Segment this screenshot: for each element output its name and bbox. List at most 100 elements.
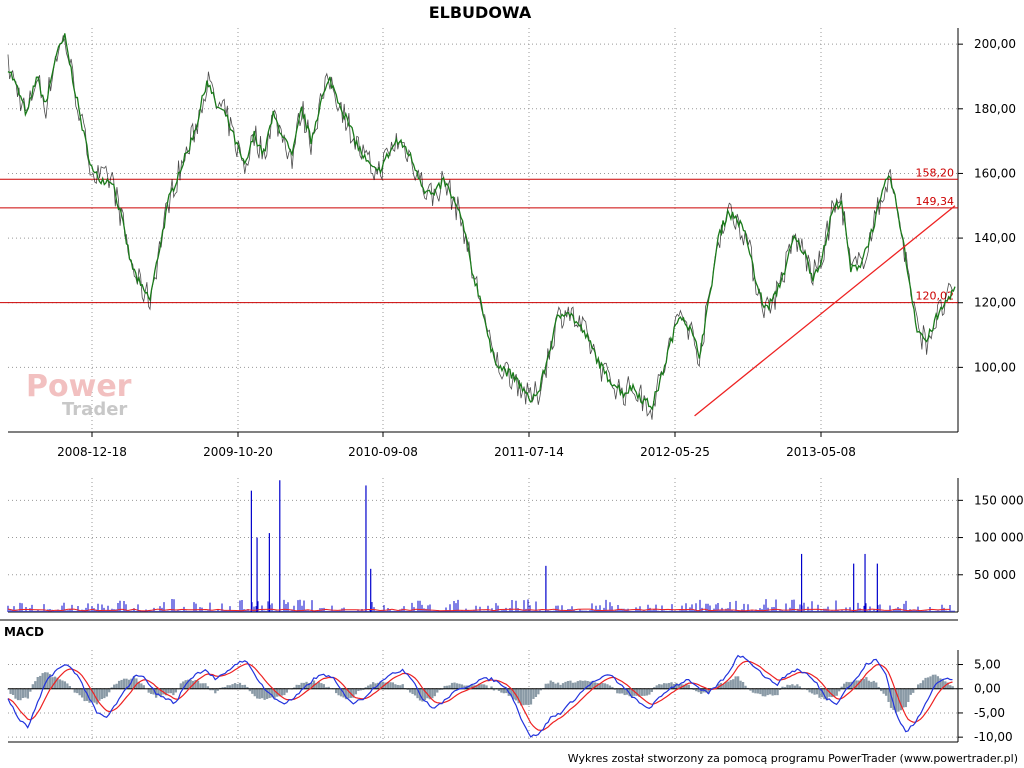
- macd-histogram-bar: [411, 688, 414, 695]
- macd-histogram-bar: [835, 688, 838, 696]
- macd-histogram-bar: [150, 688, 153, 694]
- macd-histogram-bar: [616, 688, 619, 694]
- macd-histogram-bar: [270, 688, 274, 698]
- macd-histogram-bar: [51, 677, 54, 690]
- macd-histogram-bar: [862, 678, 866, 690]
- price-line: [7, 33, 956, 411]
- macd-histogram-bar: [776, 688, 779, 696]
- macd-histogram-bar: [258, 688, 261, 699]
- macd-histogram-bar: [845, 681, 848, 690]
- volume-ytick-label: 50 000: [974, 568, 1016, 582]
- macd-histogram-bar: [754, 688, 757, 694]
- macd-histogram-bar: [751, 688, 755, 693]
- macd-histogram-bar: [889, 688, 893, 708]
- macd-histogram-bar: [285, 688, 288, 693]
- macd-histogram-bar: [445, 685, 449, 690]
- macd-histogram-bar: [798, 686, 801, 690]
- macd-histogram-bar: [791, 684, 794, 690]
- macd-histogram-bar: [677, 684, 681, 690]
- macd-histogram-bar: [241, 684, 244, 690]
- macd-histogram-bar: [917, 684, 920, 690]
- macd-histogram-bar: [544, 683, 547, 690]
- level-label: 158,20: [916, 166, 955, 179]
- macd-histogram-bar: [699, 688, 703, 694]
- volume-ytick-label: 100 000: [974, 531, 1024, 545]
- macd-histogram-bar: [749, 688, 752, 691]
- macd-histogram-bar: [41, 673, 44, 690]
- macd-histogram-bar: [423, 688, 427, 701]
- macd-histogram-bar: [396, 684, 399, 690]
- macd-histogram-bar: [216, 688, 219, 691]
- macd-histogram-bar: [569, 680, 572, 690]
- macd-histogram-bar: [48, 674, 52, 690]
- macd-histogram-bar: [564, 681, 567, 690]
- macd-histogram-bar: [122, 678, 126, 690]
- macd-histogram-bar: [919, 683, 922, 690]
- macd-histogram-bar: [492, 688, 496, 691]
- macd-histogram-bar: [529, 688, 533, 705]
- macd-histogram-bar: [902, 688, 905, 708]
- macd-histogram-bar: [105, 688, 108, 697]
- macd-histogram-bar: [43, 672, 47, 690]
- macd-histogram-bar: [265, 688, 269, 699]
- macd-histogram-bar: [339, 688, 343, 697]
- macd-histogram-bar: [408, 688, 412, 693]
- macd-histogram-bar: [815, 688, 819, 695]
- price-xtick-label: 2008-12-18: [57, 445, 127, 459]
- macd-histogram-bar: [103, 688, 106, 699]
- macd-histogram-bar: [611, 686, 614, 690]
- macd-histogram-bar: [204, 683, 207, 690]
- macd-histogram-bar: [855, 680, 858, 690]
- macd-histogram-bar: [379, 681, 382, 690]
- macd-histogram-bar: [670, 682, 673, 690]
- macd-histogram-bar: [778, 688, 782, 690]
- macd-ytick-label: -5,00: [974, 706, 1005, 720]
- macd-histogram-bar: [362, 688, 365, 691]
- price-xtick-label: 2012-05-25: [640, 445, 710, 459]
- macd-histogram-bar: [302, 682, 306, 690]
- macd-histogram-bar: [381, 681, 385, 690]
- macd-histogram-bar: [246, 686, 249, 690]
- macd-histogram-bar: [934, 674, 937, 690]
- macd-histogram-bar: [428, 688, 432, 700]
- macd-histogram-bar: [433, 688, 436, 697]
- macd-histogram-bar: [838, 688, 841, 692]
- macd-histogram-bar: [852, 680, 856, 690]
- macd-histogram-bar: [159, 688, 163, 696]
- macd-histogram-bar: [593, 682, 597, 690]
- macd-histogram-bar: [196, 680, 200, 690]
- macd-histogram-bar: [870, 681, 873, 690]
- macd-histogram-bar: [29, 688, 32, 692]
- macd-histogram-bar: [56, 677, 59, 690]
- macd-histogram-bar: [95, 688, 99, 705]
- macd-histogram-bar: [608, 685, 612, 690]
- macd-histogram-bar: [603, 683, 607, 690]
- macd-histogram-bar: [872, 680, 875, 690]
- macd-histogram-bar: [31, 684, 34, 690]
- macd-histogram-bar: [722, 684, 725, 690]
- macd-histogram-bar: [734, 676, 737, 690]
- macd-histogram-bar: [236, 684, 239, 690]
- macd-histogram-bar: [352, 688, 355, 698]
- macd-histogram-bar: [251, 688, 254, 694]
- macd-histogram-bar: [90, 688, 94, 702]
- macd-histogram-bar: [606, 684, 609, 690]
- macd-histogram-bar: [643, 688, 646, 696]
- macd-histogram-bar: [941, 679, 944, 690]
- price-panel: 100,00 120,00 140,00 160,00 180,00 200,00 200…: [0, 28, 1016, 459]
- macd-histogram-bar: [759, 688, 762, 695]
- macd-histogram-bar: [539, 688, 542, 691]
- macd-histogram-bar: [931, 674, 935, 690]
- macd-histogram-bar: [887, 688, 890, 702]
- price-xtick-label: 2011-07-14: [494, 445, 564, 459]
- macd-histogram-bar: [921, 680, 925, 690]
- level-label: 120,02: [916, 290, 955, 303]
- macd-histogram-bar: [618, 688, 621, 694]
- macd-histogram-bar: [367, 685, 370, 690]
- macd-histogram-bar: [391, 682, 395, 690]
- macd-histogram-bar: [233, 683, 237, 690]
- macd-histogram-bar: [695, 688, 698, 692]
- macd-histogram-bar: [394, 684, 397, 690]
- macd-histogram-bar: [786, 684, 789, 690]
- macd-histogram-bar: [561, 683, 565, 690]
